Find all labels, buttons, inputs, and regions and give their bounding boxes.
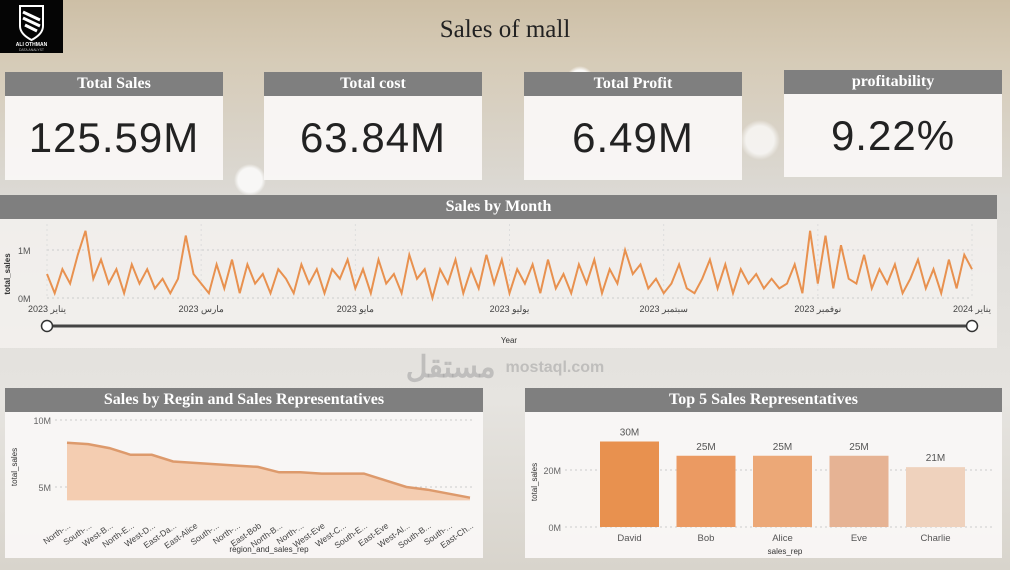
logo: ALI OTHMAN DATA ANALYST	[0, 0, 63, 53]
y-tick-label: 20M	[543, 466, 561, 476]
y-tick-label: 0M	[18, 294, 31, 304]
top5-chart-panel: Top 5 Sales Representatives 0M 20M total_s…	[525, 388, 1002, 558]
data-label: 25M	[696, 442, 715, 453]
bar-eve	[829, 455, 889, 527]
y-tick-label: 1M	[18, 246, 31, 256]
chart-title: Top 5 Sales Representatives	[525, 388, 1002, 412]
kpi-label: Total cost	[264, 72, 482, 96]
data-label: 30M	[620, 428, 639, 439]
kpi-card-profitability: profitability 9.22%	[784, 70, 1002, 177]
x-tick-label: سبتمبر 2023	[639, 304, 687, 315]
kpi-label: Total Sales	[5, 72, 223, 96]
slider-handle[interactable]	[40, 319, 54, 333]
kpi-card-total-cost: Total cost 63.84M	[264, 72, 482, 180]
shield-logo-icon: ALI OTHMAN DATA ANALYST	[16, 5, 48, 52]
x-tick-label: Eve	[851, 533, 867, 544]
data-label: 25M	[849, 442, 868, 453]
kpi-card-total-sales: Total Sales 125.59M	[5, 72, 223, 180]
chart-title: Sales by Regin and Sales Representatives	[5, 388, 483, 412]
watermark: مستقل mostaql.com	[400, 351, 610, 385]
x-axis-label: region_and_sales_rep	[229, 545, 309, 554]
top5-bar-chart: 0M 20M total_sales 30M David 25M Bob 25M Alice 25…	[530, 428, 995, 556]
y-tick-label: 0M	[548, 523, 561, 533]
svg-text:ALI OTHMAN: ALI OTHMAN	[16, 42, 48, 48]
bar-charlie	[906, 467, 965, 527]
y-axis-label: total_sales	[3, 253, 12, 295]
y-axis-label: total_sales	[10, 448, 19, 486]
region-chart-panel: Sales by Regin and Sales Representatives…	[5, 388, 483, 558]
kpi-value: 6.49M	[572, 114, 694, 161]
x-axis-label: sales_rep	[768, 547, 803, 556]
x-tick-label: نوفمبر 2023	[794, 304, 841, 315]
area-fill	[67, 442, 470, 501]
page-title: Sales of mall	[439, 16, 571, 43]
watermark-latin: mostaql.com	[505, 359, 605, 376]
x-tick-label: يناير 2023	[28, 304, 66, 315]
x-tick-label: Bob	[698, 533, 715, 544]
sales-line	[46, 230, 973, 302]
kpi-label: profitability	[784, 70, 1002, 94]
x-tick-label: يناير 2024	[953, 304, 991, 315]
bar-bob	[676, 455, 736, 527]
slider-track[interactable]	[47, 324, 972, 328]
x-tick-label: مايو 2023	[337, 304, 374, 315]
kpi-label: Total Profit	[524, 72, 742, 96]
bar-alice	[753, 455, 812, 527]
y-axis-label: total_sales	[530, 463, 539, 501]
data-label: 21M	[926, 453, 945, 464]
x-tick-label: David	[617, 533, 641, 544]
bar-david	[600, 441, 659, 527]
watermark-arabic: مستقل	[405, 351, 496, 384]
region-area-chart: 5M10Mtotal_salesNorth-...South-...West-B…	[10, 416, 475, 554]
y-tick-label: 10M	[33, 416, 51, 426]
kpi-value: 63.84M	[299, 114, 447, 161]
chart-title: Sales by Month	[0, 195, 997, 219]
kpi-card-total-profit: Total Profit 6.49M	[524, 72, 742, 180]
sales-by-month-chart: 0M 1M total_sales يناير 2023 مارس 2023 مايو 2…	[3, 224, 991, 345]
svg-text:DATA ANALYST: DATA ANALYST	[19, 48, 45, 52]
slider-label: Year	[501, 336, 518, 345]
kpi-value: 125.59M	[28, 114, 200, 161]
kpi-value: 9.22%	[830, 112, 956, 159]
area-line	[66, 441, 471, 499]
x-tick-label: يوليو 2023	[490, 304, 530, 315]
slider-handle[interactable]	[965, 319, 979, 333]
x-tick-label: مارس 2023	[178, 304, 224, 315]
y-tick-label: 5M	[38, 483, 51, 493]
x-tick-label: Alice	[772, 533, 793, 544]
data-label: 25M	[773, 442, 792, 453]
sales-by-month-panel: Sales by Month 0M 1M total_sales يناير 2023…	[0, 195, 997, 348]
x-tick-label: Charlie	[920, 533, 950, 544]
